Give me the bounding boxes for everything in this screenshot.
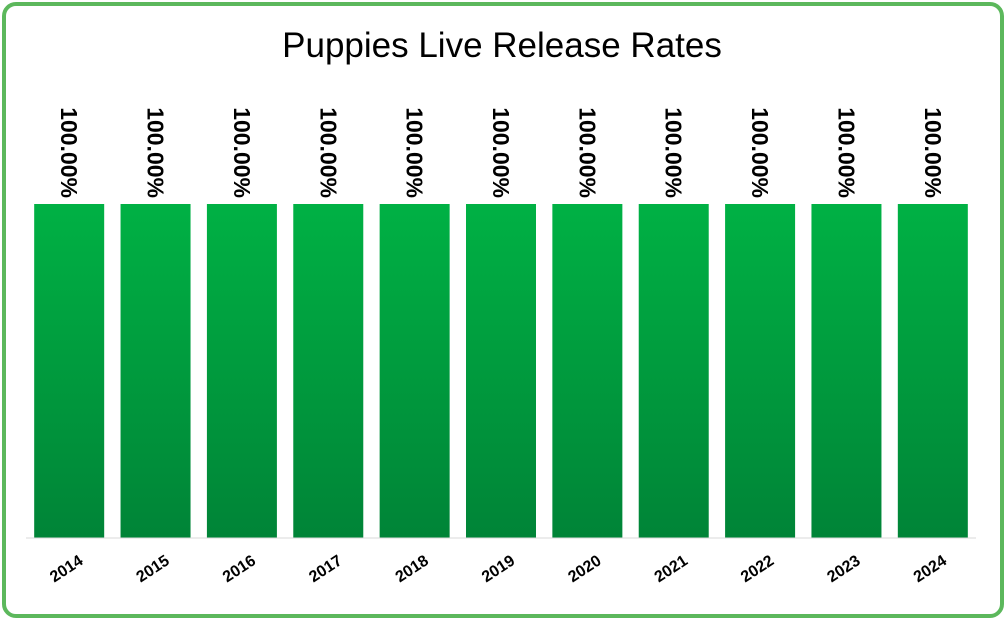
data-label-2015: 100.00% xyxy=(143,107,169,198)
bar-2015 xyxy=(120,204,191,538)
bar-2020 xyxy=(552,204,623,538)
x-tick-label-2018: 2018 xyxy=(393,552,432,586)
x-tick-label-2017: 2017 xyxy=(306,552,345,586)
bar-2019 xyxy=(466,204,536,538)
data-label-2021: 100.00% xyxy=(661,107,687,198)
data-label-2019: 100.00% xyxy=(488,107,514,198)
bar-2022 xyxy=(725,204,796,538)
x-tick-label-2023: 2023 xyxy=(824,552,863,586)
data-label-2024: 100.00% xyxy=(920,107,946,198)
x-tick-label-2020: 2020 xyxy=(565,552,604,586)
bar-2016 xyxy=(206,204,277,538)
bar-2017 xyxy=(293,204,364,538)
x-tick-label-2016: 2016 xyxy=(220,552,259,586)
bar-2024 xyxy=(897,204,968,538)
bar-2014 xyxy=(34,204,105,538)
x-tick-label-2021: 2021 xyxy=(652,552,691,586)
x-tick-label-2015: 2015 xyxy=(134,552,173,586)
data-label-2014: 100.00% xyxy=(56,107,82,198)
data-label-2016: 100.00% xyxy=(229,107,255,198)
bar-2023 xyxy=(811,204,882,538)
bar-2018 xyxy=(379,204,450,538)
bar-2021 xyxy=(638,204,709,538)
data-label-2018: 100.00% xyxy=(402,107,428,198)
x-tick-label-2022: 2022 xyxy=(738,552,777,586)
data-label-2022: 100.00% xyxy=(747,107,773,198)
bars-group xyxy=(34,204,968,538)
data-label-2023: 100.00% xyxy=(833,107,859,198)
x-tick-label-2019: 2019 xyxy=(479,552,518,586)
x-tick-label-2014: 2014 xyxy=(47,552,86,586)
data-label-2020: 100.00% xyxy=(574,107,600,198)
data-labels-group: 100.00% 100.00% 100.00% 100.00% 100.00% 100.0… xyxy=(56,107,946,198)
x-tick-labels-group: 2014 2015 2016 2017 2018 2019 2020 2021 2022 2023… xyxy=(47,552,950,586)
chart-title: Puppies Live Release Rates xyxy=(282,26,722,65)
data-label-2017: 100.00% xyxy=(315,107,341,198)
x-tick-label-2024: 2024 xyxy=(911,552,950,586)
